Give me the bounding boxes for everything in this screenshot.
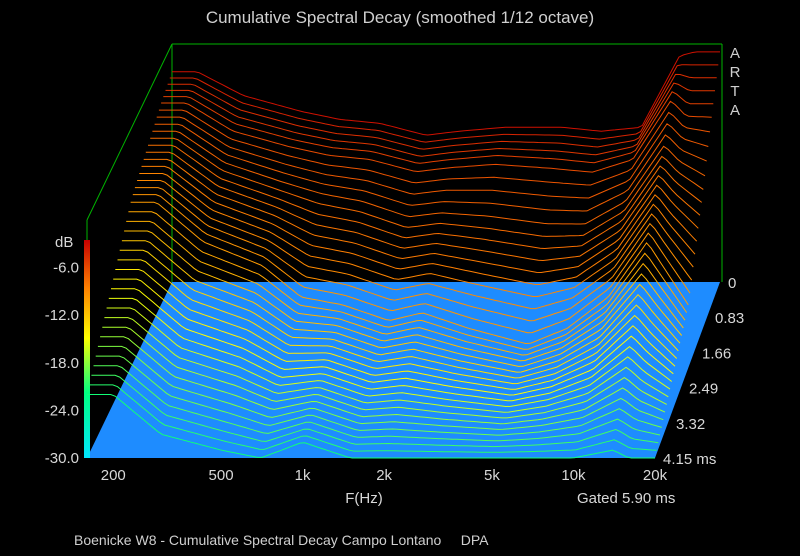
- x-tick-label: 200: [101, 467, 126, 484]
- decay-slice: [102, 326, 667, 419]
- x-tick-label: 1k: [295, 467, 311, 484]
- db-tick-label: -18.0: [45, 355, 79, 372]
- chart-title: Cumulative Spectral Decay (smoothed 1/12…: [205, 8, 595, 27]
- db-tick-label: -30.0: [45, 450, 79, 467]
- decay-slice: [169, 64, 719, 143]
- db-tick-label: -12.0: [45, 307, 79, 324]
- decay-slice: [141, 165, 698, 286]
- decay-slice: [148, 144, 703, 250]
- decay-slice: [165, 82, 715, 157]
- db-tick-label: -6.0: [53, 260, 79, 277]
- floor-plane: [87, 282, 720, 458]
- decay-slice: [115, 269, 678, 385]
- db-tick-label: -24.0: [45, 402, 79, 419]
- decay-slice: [113, 278, 676, 390]
- time-tick-label: 4.15 ms: [663, 451, 716, 468]
- decay-slice: [150, 137, 704, 237]
- decay-slice: [161, 100, 712, 173]
- decay-slice: [167, 73, 717, 150]
- color-bar: [84, 240, 90, 458]
- watermark-letter: R: [729, 64, 741, 81]
- decay-slice: [134, 187, 693, 322]
- decay-slice: [124, 230, 684, 362]
- decay-slice: [139, 173, 696, 297]
- decay-slice: [97, 345, 664, 430]
- decay-slice: [87, 394, 655, 459]
- x-tick-label: 500: [209, 467, 234, 484]
- decay-slice: [132, 194, 691, 334]
- decay-slice: [137, 180, 694, 310]
- decay-slice: [156, 116, 709, 199]
- decay-slice: [121, 240, 683, 367]
- decay-slice: [108, 297, 673, 402]
- decay-slice: [106, 307, 671, 408]
- arta-watermark: A R T A: [728, 44, 742, 120]
- time-tick-label: 0: [728, 275, 736, 292]
- watermark-letter: A: [729, 102, 740, 119]
- time-tick-label: 3.32: [676, 416, 705, 433]
- x-tick-label: 20k: [643, 467, 668, 484]
- z-axis-label: dB: [55, 234, 73, 251]
- x-tick-label: 10k: [561, 467, 586, 484]
- time-tick-label: 2.49: [689, 381, 718, 398]
- time-tick-label: 0.83: [715, 310, 744, 327]
- decay-slice: [91, 374, 659, 448]
- decay-slice: [130, 201, 689, 345]
- decay-slice: [119, 249, 681, 373]
- gate-label: Gated 5.90 ms: [577, 490, 675, 507]
- z-axis-ticks: -6.0 -12.0 -18.0 -24.0 -30.0: [45, 260, 79, 467]
- decay-slice: [172, 51, 720, 136]
- x-tick-label: 5k: [484, 467, 500, 484]
- decay-slice: [128, 211, 688, 350]
- watermark-letter: T: [730, 83, 740, 100]
- time-axis-ticks: 0 0.83 1.66 2.49 3.32 4.15 ms: [663, 275, 744, 468]
- decay-slice: [100, 336, 666, 425]
- decay-slice: [93, 365, 661, 442]
- decay-slice: [154, 123, 707, 212]
- decay-slice: [152, 130, 706, 225]
- watermark-letter: A: [729, 45, 740, 62]
- decay-slice: [95, 355, 662, 436]
- decay-slice: [126, 220, 686, 356]
- decay-slice: [163, 91, 714, 164]
- x-tick-label: 2k: [376, 467, 392, 484]
- decay-slice: [117, 259, 679, 379]
- decay-slice: [89, 384, 657, 453]
- x-axis-label: F(Hz): [345, 490, 383, 507]
- time-tick-label: 1.66: [702, 345, 731, 362]
- decay-slice: [145, 151, 701, 262]
- footer-caption: Boenicke W8 - Cumulative Spectral Decay …: [74, 532, 489, 548]
- decay-slice: [111, 288, 674, 396]
- decay-slice: [143, 158, 699, 274]
- decay-slice: [104, 317, 669, 413]
- decay-slice: [158, 109, 711, 186]
- decay-slices: [87, 51, 720, 459]
- x-axis-ticks: 200 500 1k 2k 5k 10k 20k: [101, 467, 668, 484]
